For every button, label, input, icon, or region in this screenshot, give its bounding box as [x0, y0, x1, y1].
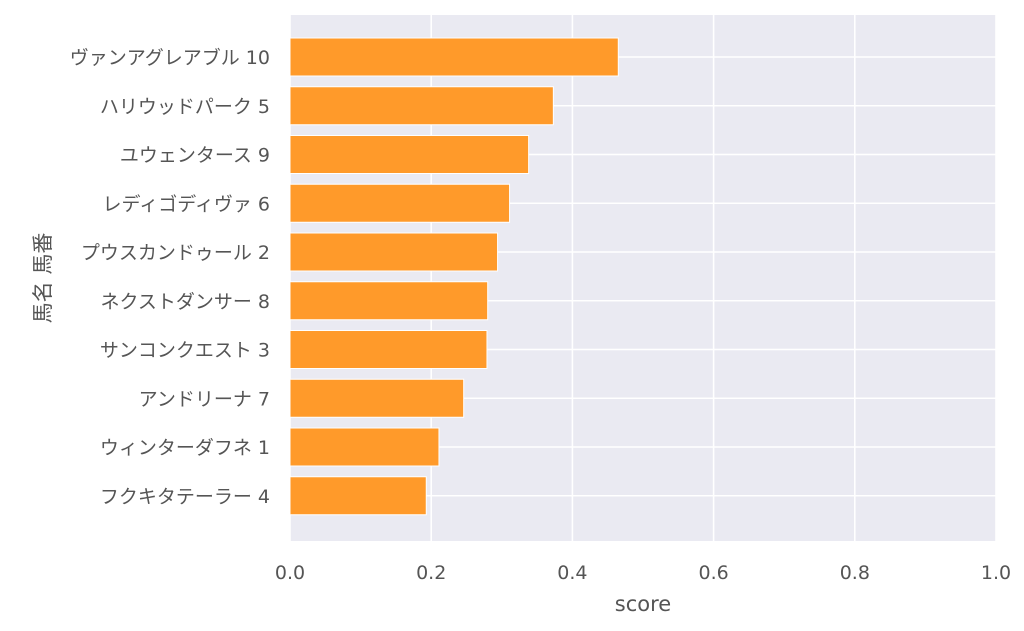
- y-tick-label: ヴァンアグレアブル 10: [70, 46, 270, 69]
- bar: [289, 232, 499, 272]
- y-tick-labels: ヴァンアグレアブル 10 ハリウッドパーク 5 ユウェンタース 9 レディゴディヴァ …: [70, 46, 270, 508]
- y-tick-label: レディゴディヴァ 6: [103, 193, 270, 215]
- y-axis-label: 馬名 馬番: [31, 233, 55, 324]
- x-tick-label: 1.0: [981, 562, 1011, 584]
- x-tick-label: 0.2: [416, 562, 446, 584]
- x-tick-labels: 0.0 0.2 0.4 0.6 0.8 1.0: [275, 562, 1011, 584]
- y-tick-label: ネクストダンサー 8: [100, 291, 270, 313]
- y-tick-label: ハリウッドパーク 5: [100, 96, 270, 118]
- y-tick-label: フクキタテーラー 4: [100, 486, 270, 508]
- y-tick-label: プウスカンドゥール 2: [81, 242, 270, 264]
- bar: [289, 281, 489, 321]
- y-tick-label: ユウェンタース 9: [120, 145, 270, 167]
- bar: [289, 330, 488, 369]
- y-tick-label: アンドリーナ 7: [139, 388, 270, 410]
- x-tick-label: 0.6: [698, 562, 728, 584]
- x-tick-label: 0.4: [557, 562, 587, 584]
- bar: [289, 427, 440, 467]
- x-axis-label: score: [615, 592, 671, 616]
- bar: [289, 183, 511, 223]
- bar: [289, 476, 427, 516]
- x-tick-label: 0.8: [840, 562, 870, 584]
- bar: [289, 37, 619, 77]
- bars: [289, 37, 619, 516]
- x-tick-label: 0.0: [275, 562, 305, 584]
- y-tick-label: ウィンターダフネ 1: [100, 437, 270, 459]
- bar: [289, 378, 465, 418]
- bar: [289, 135, 530, 174]
- y-tick-label: サンコンクエスト 3: [100, 340, 270, 362]
- bar: [289, 86, 554, 126]
